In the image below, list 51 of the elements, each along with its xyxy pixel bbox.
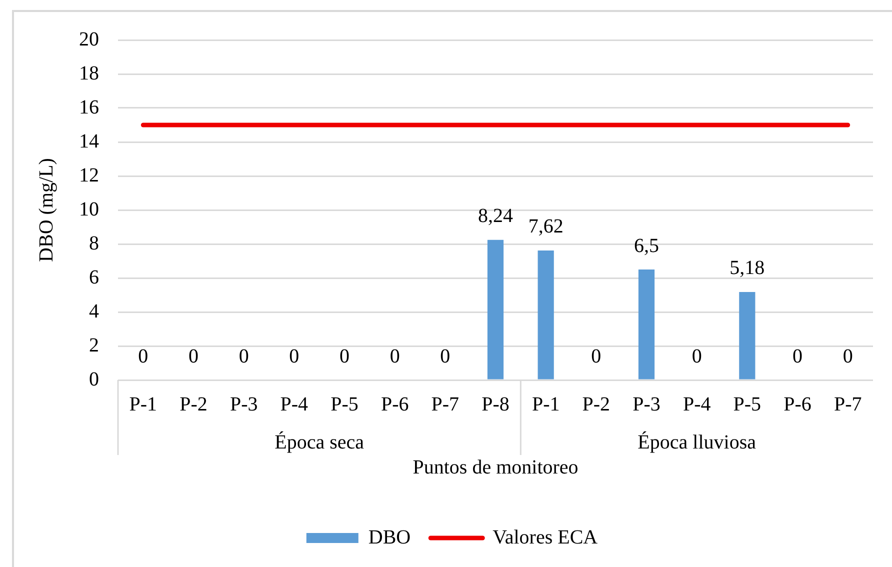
- data-label: 5,18: [730, 257, 765, 280]
- x-tick-label: P-4: [682, 393, 711, 416]
- y-tick-label: 20: [79, 28, 99, 50]
- data-label: 0: [188, 345, 198, 368]
- data-label: 0: [842, 345, 853, 368]
- data-label: 0: [591, 345, 602, 368]
- x-tick-label: P-8: [482, 393, 510, 416]
- bar: [538, 250, 554, 380]
- x-tick-label: P-4: [280, 393, 308, 416]
- y-tick-label: 16: [79, 96, 99, 118]
- x-tick-label: P-2: [180, 393, 208, 416]
- bar: [739, 292, 756, 380]
- legend-label: Valores ECA: [492, 526, 598, 548]
- data-label: 0: [792, 345, 802, 368]
- x-tick-label: P-7: [431, 393, 460, 416]
- x-tick-label: P-1: [129, 393, 158, 416]
- data-label: 0: [390, 345, 400, 368]
- data-label: 8,24: [478, 205, 513, 228]
- y-tick-label: 18: [79, 62, 99, 84]
- x-tick-label: P-2: [582, 393, 610, 416]
- x-tick-label: P-1: [532, 393, 560, 416]
- data-label: 0: [440, 345, 450, 368]
- bar: [487, 240, 504, 380]
- x-tick-label: P-5: [330, 393, 358, 416]
- x-tick-label: P-7: [834, 393, 862, 416]
- data-label: 0: [289, 345, 300, 368]
- x-tick-label: P-6: [784, 393, 812, 416]
- y-tick-label: 4: [89, 300, 99, 322]
- x-tick-label: P-5: [733, 393, 762, 416]
- x-axis-title: Puntos de monitoreo: [412, 456, 578, 478]
- y-tick-label: 0: [89, 368, 99, 390]
- y-axis-title: DBO (mg/L): [35, 158, 58, 262]
- data-label: 0: [692, 345, 702, 368]
- text: Época seca: [274, 430, 364, 454]
- y-tick-label: 2: [89, 334, 99, 356]
- y-tick-label: 14: [79, 130, 99, 152]
- bar: [638, 270, 655, 380]
- y-tick-label: 12: [79, 164, 99, 186]
- data-label: 7,62: [528, 216, 564, 238]
- legend-label: DBO: [368, 526, 411, 548]
- y-tick-label: 10: [79, 198, 99, 220]
- data-label: 0: [340, 345, 350, 368]
- x-tick-label: P-6: [380, 393, 409, 416]
- y-tick-label: 6: [89, 266, 99, 288]
- data-label: 6,5: [634, 234, 659, 257]
- y-tick-label: 8: [89, 232, 99, 254]
- x-tick-label: P-3: [230, 393, 258, 416]
- x-tick-label: P-3: [632, 393, 660, 416]
- data-label: 0: [138, 345, 148, 368]
- data-label: 0: [238, 345, 249, 368]
- text: Época lluviosa: [638, 430, 756, 454]
